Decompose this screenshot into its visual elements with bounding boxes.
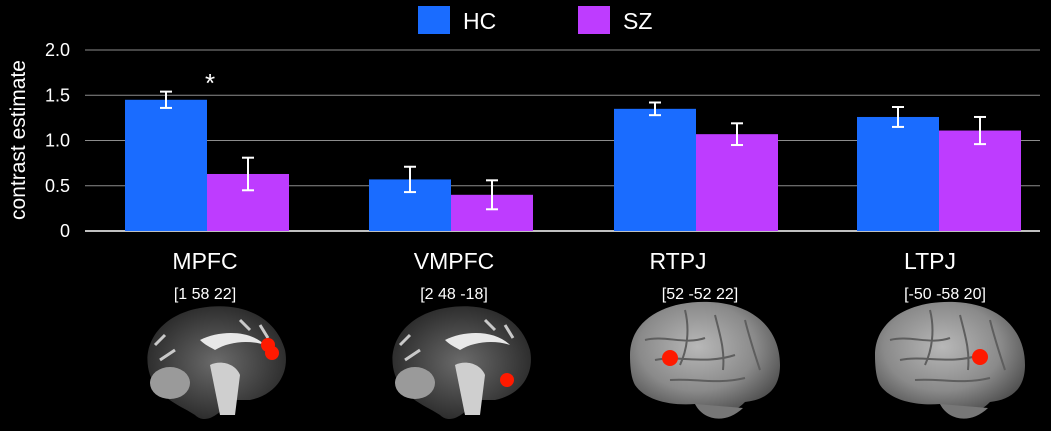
brain-medial-vmpfc xyxy=(392,306,531,420)
region-title-rtpj: RTPJ xyxy=(649,248,707,274)
region-title-mpfc: MPFC xyxy=(172,248,238,274)
legend-label-sz: SZ xyxy=(623,8,652,34)
bar-hc-mpfc xyxy=(125,99,207,232)
bar-sz-rtpj xyxy=(696,134,778,231)
y-axis-label: contrast estimate xyxy=(7,60,30,220)
bar-hc-rtpj xyxy=(614,108,696,231)
significance-asterisk: * xyxy=(205,68,215,98)
brain-lateral-rtpj xyxy=(630,301,780,419)
brain-lateral-ltpj xyxy=(875,301,1025,419)
legend-label-hc: HC xyxy=(463,8,496,34)
region-title-ltpj: LTPJ xyxy=(904,248,956,274)
y-tick-label: 1.0 xyxy=(45,131,70,151)
y-tick-label: 1.5 xyxy=(45,85,70,105)
region-coords-mpfc: [1 58 22] xyxy=(173,286,237,303)
y-tick-label: 0 xyxy=(60,221,70,241)
brain-medial-mpfc xyxy=(147,306,286,420)
marker-vmpfc xyxy=(500,373,514,387)
legend-swatch-hc xyxy=(418,6,450,34)
bar-hc-ltpj xyxy=(857,116,939,231)
marker-ltpj xyxy=(972,349,988,365)
region-coords-vmpfc: [2 48 -18] xyxy=(420,286,488,303)
region-coords-ltpj: [-50 -58 20] xyxy=(904,286,986,303)
y-tick-label: 2.0 xyxy=(45,40,70,60)
marker-rtpj xyxy=(662,350,678,366)
legend-swatch-sz xyxy=(578,6,610,34)
region-coords-rtpj: [52 -52 22] xyxy=(661,286,739,303)
y-tick-label: 0.5 xyxy=(45,176,70,196)
region-title-vmpfc: VMPFC xyxy=(413,248,495,274)
bar-sz-ltpj xyxy=(939,130,1021,231)
